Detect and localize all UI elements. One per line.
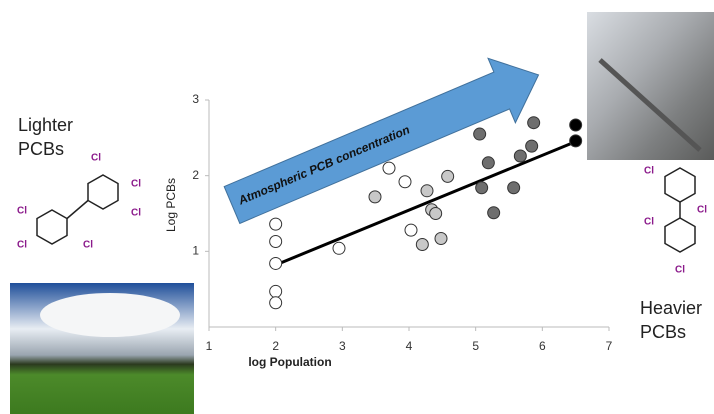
atom-label: Cl	[675, 265, 685, 276]
point	[269, 256, 283, 270]
point	[569, 134, 583, 148]
y-tick-label: 3	[192, 92, 199, 106]
point	[527, 116, 541, 130]
point	[269, 234, 283, 248]
point	[398, 175, 412, 189]
point	[441, 169, 455, 183]
x-tick-label: 5	[472, 339, 479, 353]
atom-label: Cl	[131, 208, 141, 219]
x-axis-label: log Population	[248, 355, 331, 369]
point	[525, 139, 539, 153]
x-tick-label: 4	[406, 339, 413, 353]
atom-label: Cl	[131, 179, 141, 190]
point	[487, 206, 501, 220]
y-axis-label: Log PCBs	[164, 178, 178, 232]
ring	[664, 217, 696, 253]
atom-label: Cl	[83, 240, 93, 251]
x-tick-label: 1	[206, 339, 213, 353]
point	[269, 296, 283, 310]
x-tick-label: 3	[339, 339, 346, 353]
point	[415, 238, 429, 252]
atom-label: Cl	[644, 166, 654, 177]
photo-detail	[598, 58, 702, 152]
ring	[664, 167, 696, 203]
point	[473, 127, 487, 141]
left-label: Lighter PCBs	[18, 115, 74, 159]
atom-label: Cl	[697, 205, 707, 216]
point	[269, 284, 283, 298]
point	[513, 149, 527, 163]
point	[404, 223, 418, 237]
y-tick-label: 2	[192, 168, 199, 182]
photo-cloud	[40, 293, 180, 337]
x-tick-label: 6	[539, 339, 546, 353]
ring	[87, 174, 119, 210]
right-label: Heavier PCBs	[640, 298, 703, 342]
point	[429, 207, 443, 220]
molecules	[36, 167, 696, 253]
arrow-shape	[223, 57, 540, 225]
point	[475, 181, 489, 195]
atom-label: Cl	[644, 217, 654, 228]
x-tick-label: 7	[606, 339, 613, 353]
point	[382, 161, 396, 175]
atom-label: Cl	[91, 153, 101, 164]
point	[507, 181, 521, 195]
atom-label: Cl	[17, 240, 27, 251]
point	[481, 156, 495, 170]
arrow: Atmospheric PCB concentration	[223, 57, 540, 225]
trend-line	[275, 140, 577, 267]
point	[569, 118, 583, 132]
point	[332, 241, 346, 255]
point	[269, 217, 283, 231]
x-tick-label: 2	[272, 339, 279, 353]
atom-label: Cl	[17, 206, 27, 217]
point	[434, 231, 448, 245]
point	[368, 190, 382, 204]
ring	[36, 209, 68, 245]
y-tick-label: 1	[192, 244, 199, 258]
bond	[66, 199, 89, 220]
point	[420, 184, 434, 198]
city-photo	[587, 12, 714, 160]
